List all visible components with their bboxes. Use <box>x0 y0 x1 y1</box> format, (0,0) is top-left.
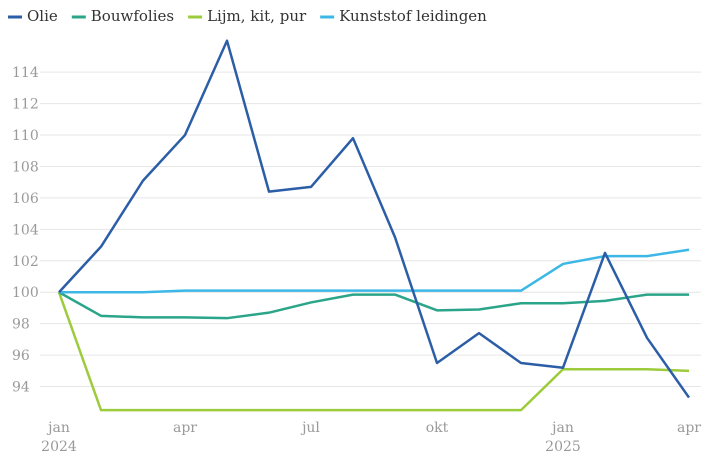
y-tick-label: 100 <box>12 285 39 301</box>
y-tick-label: 108 <box>12 159 39 175</box>
x-year-label: 2024 <box>41 439 77 455</box>
line-series <box>59 248 690 294</box>
y-tick-label: 104 <box>12 222 39 238</box>
y-tick-label: 106 <box>12 191 39 207</box>
line-series <box>58 39 691 399</box>
y-tick-label: 112 <box>12 97 39 113</box>
legend-label: Bouwfolies <box>91 7 174 25</box>
y-tick-label: 94 <box>12 380 30 396</box>
x-tick-label: apr <box>173 420 197 436</box>
x-tick-label: okt <box>426 420 449 436</box>
x-year-label: 2025 <box>545 439 581 455</box>
x-tick-label: jan <box>46 420 70 436</box>
y-tick-label: 96 <box>12 348 30 364</box>
legend-label: Olie <box>27 7 58 25</box>
line-series <box>58 291 689 320</box>
y-tick-label: 102 <box>12 254 39 270</box>
legend-label: Kunststof leidingen <box>339 7 487 25</box>
y-tick-label: 98 <box>12 317 30 333</box>
y-tick-label: 114 <box>12 65 39 81</box>
line-series <box>57 291 690 412</box>
legend-label: Lijm, kit, pur <box>207 7 307 25</box>
x-tick-label: jul <box>300 420 320 436</box>
x-tick-label: apr <box>677 420 701 436</box>
x-tick-label: jan <box>550 420 574 436</box>
y-tick-label: 110 <box>12 128 39 144</box>
